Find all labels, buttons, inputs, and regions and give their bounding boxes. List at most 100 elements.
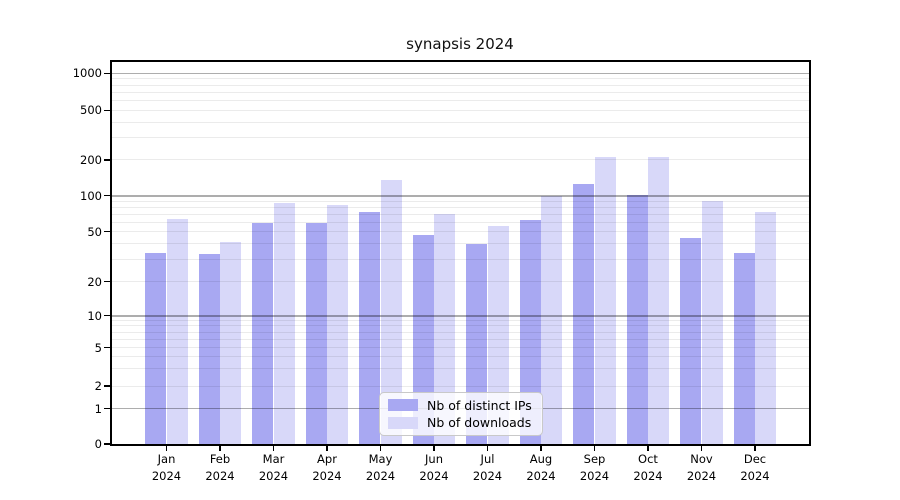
- gridline-minor-500: [111, 109, 810, 111]
- plot-area: [111, 61, 810, 444]
- y-tick-label-1: 1: [94, 401, 102, 416]
- x-tick-jan: [165, 446, 168, 451]
- gridline-minor-9: [111, 320, 810, 322]
- legend-swatch-downloads: [388, 416, 418, 429]
- y-tick-label-20: 20: [87, 274, 102, 289]
- bar-downloads-jan: [166, 218, 188, 444]
- y-tick-label-100: 100: [80, 188, 102, 203]
- x-tick-label-jul: Jul 2024: [472, 452, 503, 483]
- x-tick-label-aug: Aug 2024: [526, 452, 556, 483]
- gridline-major-10: [111, 315, 810, 317]
- bar-distinct-ips-sep: [573, 184, 595, 444]
- x-tick-feb: [219, 446, 221, 451]
- y-tick-500: [104, 109, 110, 112]
- y-tick-50: [104, 230, 110, 233]
- x-tick-oct: [647, 446, 649, 451]
- y-tick-label-2: 2: [94, 379, 102, 393]
- x-tick-nov: [700, 446, 703, 451]
- legend-item-downloads: Nb of downloads: [388, 415, 534, 430]
- x-tick-label-oct: Oct 2024: [633, 452, 663, 483]
- gridline-minor-50: [111, 231, 810, 232]
- gridline-minor-90: [111, 200, 810, 202]
- gridline-major-1000: [111, 72, 810, 75]
- bar-downloads-jun: [434, 214, 456, 444]
- x-tick-label-nov: Nov 2024: [686, 452, 717, 483]
- x-tick-jun: [433, 446, 435, 451]
- legend-item-distinct-ips: Nb of distinct IPs: [388, 398, 534, 413]
- gridline-minor-900: [111, 78, 810, 80]
- gridline-minor-60: [111, 221, 810, 223]
- x-tick-label-may: May 2024: [365, 452, 396, 483]
- y-tick-200: [104, 159, 110, 161]
- x-tick-label-feb: Feb 2024: [205, 452, 235, 483]
- x-tick-mar: [272, 446, 275, 451]
- bar-downloads-oct: [648, 156, 670, 444]
- x-tick-jul: [486, 446, 489, 451]
- y-tick-label-200: 200: [80, 152, 102, 167]
- gridline-minor-3: [111, 368, 810, 370]
- x-tick-sep: [593, 446, 596, 451]
- gridline-minor-8: [111, 325, 810, 327]
- bar-distinct-ips-apr: [305, 222, 327, 444]
- x-tick-aug: [540, 446, 542, 451]
- gridline-minor-40: [111, 243, 810, 245]
- y-tick-5: [104, 346, 110, 349]
- gridline-major-100: [111, 195, 810, 197]
- gridline-minor-2: [111, 385, 810, 387]
- bar-distinct-ips-feb: [198, 254, 220, 444]
- bar-distinct-ips-mar: [252, 222, 274, 444]
- y-tick-0: [104, 443, 110, 445]
- gridline-minor-400: [111, 121, 810, 123]
- gridline-minor-70: [111, 213, 810, 215]
- bar-distinct-ips-nov: [680, 238, 702, 444]
- gridline-minor-300: [111, 137, 810, 139]
- gridline-minor-600: [111, 100, 810, 102]
- gridline-minor-20: [111, 281, 810, 282]
- y-tick-label-5: 5: [94, 340, 102, 355]
- gridline-minor-6: [111, 338, 810, 340]
- bar-downloads-aug: [541, 196, 563, 444]
- gridline-minor-80: [111, 206, 810, 208]
- y-tick-2: [104, 385, 110, 387]
- legend-label-distinct-ips: Nb of distinct IPs: [427, 397, 532, 413]
- x-tick-may: [379, 446, 382, 451]
- bar-distinct-ips-jun: [412, 234, 434, 444]
- bar-distinct-ips-oct: [626, 195, 648, 444]
- y-tick-label-50: 50: [87, 224, 102, 239]
- y-tick-label-10: 10: [87, 308, 102, 323]
- chart-title: synapsis 2024: [406, 35, 514, 53]
- bar-distinct-ips-jan: [145, 252, 167, 444]
- gridline-minor-5: [111, 347, 810, 348]
- y-tick-10: [104, 314, 110, 317]
- x-tick-dec: [754, 446, 756, 451]
- gridline-minor-7: [111, 331, 810, 333]
- x-tick-label-jun: Jun 2024: [419, 452, 449, 483]
- y-tick-label-1000: 1000: [72, 66, 102, 81]
- bar-downloads-dec: [755, 211, 777, 444]
- x-tick-label-sep: Sep 2024: [579, 452, 610, 483]
- bar-downloads-mar: [273, 202, 295, 444]
- y-tick-20: [104, 280, 110, 283]
- x-tick-label-mar: Mar 2024: [258, 452, 289, 483]
- x-tick-label-dec: Dec 2024: [740, 452, 770, 483]
- gridline-minor-30: [111, 258, 810, 260]
- legend-swatch-distinct-ips: [388, 399, 418, 412]
- y-tick-1000: [104, 72, 110, 75]
- legend: Nb of distinct IPs Nb of downloads: [379, 392, 543, 436]
- bar-distinct-ips-dec: [733, 252, 755, 444]
- x-tick-label-jan: Jan 2024: [151, 452, 182, 483]
- y-tick-label-500: 500: [80, 103, 102, 118]
- y-tick-label-0: 0: [94, 437, 102, 451]
- x-tick-label-apr: Apr 2024: [312, 452, 342, 483]
- y-tick-1: [104, 407, 110, 410]
- bar-distinct-ips-may: [359, 211, 381, 444]
- y-tick-100: [104, 194, 110, 197]
- bar-downloads-apr: [327, 205, 349, 444]
- gridline-minor-700: [111, 91, 810, 93]
- gridline-minor-800: [111, 84, 810, 86]
- bar-downloads-sep: [594, 156, 616, 444]
- bar-downloads-nov: [701, 201, 723, 444]
- bar-downloads-may: [380, 179, 402, 444]
- legend-label-downloads: Nb of downloads: [427, 415, 532, 431]
